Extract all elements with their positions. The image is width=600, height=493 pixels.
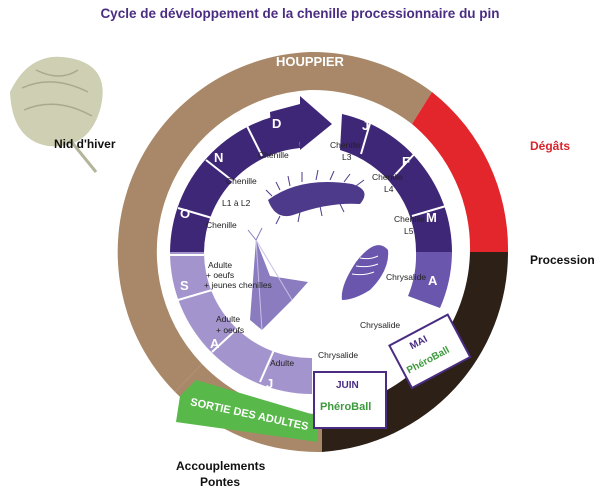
inner-ring-light-left — [170, 252, 312, 394]
inner-ring-dark-left — [170, 112, 300, 252]
badge-juin-logo: PhéroBall — [320, 401, 371, 413]
month-s: S — [180, 278, 189, 293]
month-n: N — [214, 150, 223, 165]
month-a: A — [210, 336, 220, 351]
stage-chenille-d: Chenille — [258, 150, 289, 160]
stage-adulte-s-3: + jeunes chenilles — [204, 280, 272, 290]
month-d: D — [272, 116, 281, 131]
stage-l5-1: Chenille — [394, 214, 425, 224]
badge-mai: MAI PhéroBall — [388, 313, 472, 390]
houppier-ring-left — [117, 52, 310, 392]
badge-juin: JUIN PhéroBall — [313, 371, 387, 429]
month-f: F — [402, 154, 410, 169]
month-apr: A — [428, 273, 438, 288]
stage-l4-2: L4 — [384, 184, 394, 194]
degats-label: Dégâts — [530, 139, 570, 153]
diagram-title: Cycle de développement de la chenille pr… — [100, 6, 500, 21]
moth-icon — [247, 227, 308, 331]
cycle-arrow — [270, 96, 332, 150]
stage-l5-2: L5 — [404, 226, 414, 236]
nest-icon — [10, 56, 103, 173]
month-jan: J — [362, 118, 369, 133]
pontes-label: Pontes — [200, 475, 240, 489]
degats-ring — [412, 92, 509, 252]
stage-chrysalide-1: Chrysalide — [386, 272, 426, 282]
month-separators — [170, 119, 447, 383]
stage-adulte-s-1: Adulte — [208, 260, 232, 270]
procession-label: Procession — [530, 253, 595, 267]
sortie-banner — [176, 380, 318, 442]
inner-ring-dark-right — [340, 114, 452, 252]
month-o: O — [180, 206, 190, 221]
stage-adulte-a-2: + oeufs — [216, 325, 244, 335]
caterpillar-icon — [265, 169, 365, 225]
stage-chenille-n-1: Chenille — [226, 176, 257, 186]
accouplements-label: Accouplements — [176, 459, 266, 473]
inner-ring-mid-right — [408, 252, 452, 308]
stage-l3-2: L3 — [342, 152, 352, 162]
month-m: M — [426, 210, 437, 225]
stage-l4-1: Chenille — [372, 172, 403, 182]
houppier-label: HOUPPIER — [276, 54, 345, 69]
stage-adulte-s-2: + oeufs — [206, 270, 234, 280]
stage-l3-1: Chenille — [330, 140, 361, 150]
houppier-ring — [310, 51, 432, 125]
stage-adulte-j: Adulte — [270, 358, 294, 368]
chrysalis-icon — [341, 245, 389, 300]
month-j: J — [266, 376, 273, 391]
stage-adulte-a-1: Adulte — [216, 314, 240, 324]
nid-label: Nid d'hiver — [54, 137, 116, 151]
stage-chenille-n-2: L1 à L2 — [222, 198, 251, 208]
stage-chrysalide-2: Chrysalide — [360, 320, 400, 330]
stage-chrysalide-3: Chrysalide — [318, 350, 358, 360]
badge-juin-label: JUIN — [336, 380, 359, 391]
stage-chenille-o: Chenille — [206, 220, 237, 230]
